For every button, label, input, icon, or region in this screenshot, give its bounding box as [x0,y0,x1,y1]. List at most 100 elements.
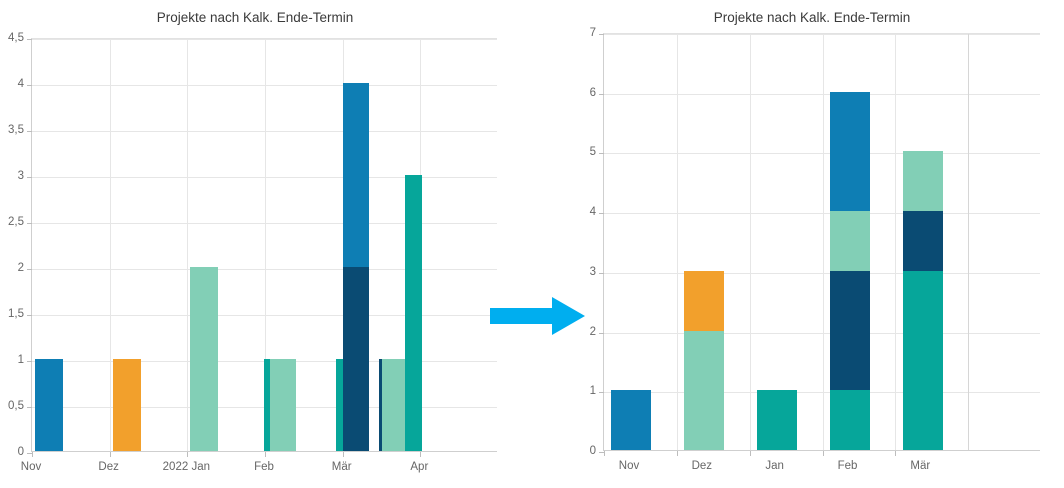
y-axis-tick-label: 2 [589,325,596,338]
x-tick-mark [265,452,266,457]
y-axis-tick-label: 2,5 [8,216,24,228]
seg-nov-blue[interactable] [611,390,652,450]
x-axis-tick-label: Mär [331,461,352,473]
bar-maer-navy[interactable] [343,267,370,451]
gridline-vertical [109,39,111,451]
gridline-vertical-edge [968,34,970,450]
x-axis-tick-label: Mär [910,460,931,472]
x-tick-mark [187,452,189,457]
bar-maer-blue[interactable] [343,83,370,267]
bar-dez-orange[interactable] [112,359,141,451]
seg-dez-green[interactable] [684,330,725,450]
stack-feb[interactable] [829,32,870,450]
y-axis-tick-label: 0 [589,445,596,457]
x-tick-mark [822,451,824,456]
bar-nov-blue[interactable] [35,359,64,451]
gridline-horizontal [604,392,1040,394]
seg-jan-teal[interactable] [756,390,797,450]
y-axis-tick-label: 2 [17,262,24,274]
gridline-vertical [187,39,189,451]
y-tick-mark [599,392,604,394]
y-axis-tick-label: 5 [589,146,596,159]
y-tick-mark [599,213,604,215]
y-tick-mark [27,85,32,86]
gridline-horizontal [32,315,497,316]
gridline-vertical [822,34,824,450]
gridline-horizontal [32,131,497,132]
bar-apr-teal[interactable] [404,175,422,451]
y-axis-tick-label: 4 [589,206,596,219]
y-tick-mark [27,361,32,362]
y-tick-mark [27,223,32,224]
left-chart-plot-area [27,38,497,457]
y-tick-mark [599,34,604,35]
left-chart-panel: Projekte nach Kalk. Ende-Termin 0 0,5 1 1,5… [0,0,510,488]
y-axis-tick-label: 3,5 [8,124,24,136]
x-axis-tick-label: Jan [765,460,784,472]
right-arrow-icon [490,297,585,335]
x-tick-mark [109,452,111,457]
y-axis-tick-label: 7 [589,27,596,39]
stack-nov[interactable] [611,32,652,450]
bar-apr-green[interactable] [382,359,408,451]
y-axis-tick-label: 1 [589,385,596,398]
bar-feb-green[interactable] [269,359,297,451]
x-tick-mark [342,452,344,457]
y-tick-mark [599,332,604,334]
y-tick-mark [599,93,604,95]
y-tick-mark [27,131,32,132]
y-axis-tick-label: 0,5 [8,400,24,412]
x-tick-mark [604,451,605,456]
seg-feb-green[interactable] [829,211,870,271]
gridline-horizontal [604,153,1040,155]
gridline-horizontal [604,213,1040,215]
y-tick-mark [27,315,32,316]
y-tick-mark [27,39,32,40]
y-axis-tick-label: 4,5 [8,32,24,44]
seg-feb-blue[interactable] [829,91,870,212]
gridline-horizontal [32,177,497,178]
gridline-horizontal [604,272,1040,274]
y-tick-mark [27,269,32,270]
stack-jan[interactable] [756,32,797,450]
y-tick-mark [599,153,604,155]
left-chart-title: Projekte nach Kalk. Ende-Termin [156,10,354,25]
y-axis-tick-label: 1,5 [8,308,24,320]
gridline-horizontal [32,39,497,40]
x-tick-mark [32,452,33,457]
bar-jan-green[interactable] [190,267,219,451]
seg-feb-teal[interactable] [829,390,870,450]
y-axis-tick-label: 3 [17,170,24,182]
x-axis-tick-label: Feb [254,461,274,473]
x-tick-mark [420,452,422,457]
transform-arrow [490,297,586,335]
gridline-horizontal [32,85,497,86]
gridline-vertical [749,34,751,450]
gridline-horizontal [604,93,1040,95]
seg-maer-teal[interactable] [902,270,943,450]
y-axis-tick-label: 1 [17,354,24,366]
right-chart-title: Projekte nach Kalk. Ende-Termin [713,10,911,25]
x-axis-tick-label: Dez [691,460,713,472]
stack-maer[interactable] [902,32,943,450]
bar-feb-teal[interactable] [264,359,272,451]
y-tick-mark [599,272,604,274]
y-axis-tick-label: 4 [17,78,24,90]
gridline-horizontal [32,223,497,224]
seg-maer-navy[interactable] [902,211,943,271]
stack-dez[interactable] [684,32,725,450]
gridline-horizontal [604,332,1040,334]
seg-maer-green[interactable] [902,151,943,212]
x-tick-mark [895,451,897,456]
seg-feb-navy[interactable] [829,270,870,391]
x-axis-tick-label: Feb [837,460,858,472]
y-tick-mark [599,452,604,453]
x-tick-mark [749,451,751,456]
y-tick-mark [27,407,32,408]
bar-apr-navy-thin[interactable] [379,359,384,451]
y-tick-mark [27,453,32,454]
gridline-horizontal [604,34,1040,35]
x-axis-tick-label: Nov [618,460,640,472]
seg-dez-orange[interactable] [684,270,725,331]
